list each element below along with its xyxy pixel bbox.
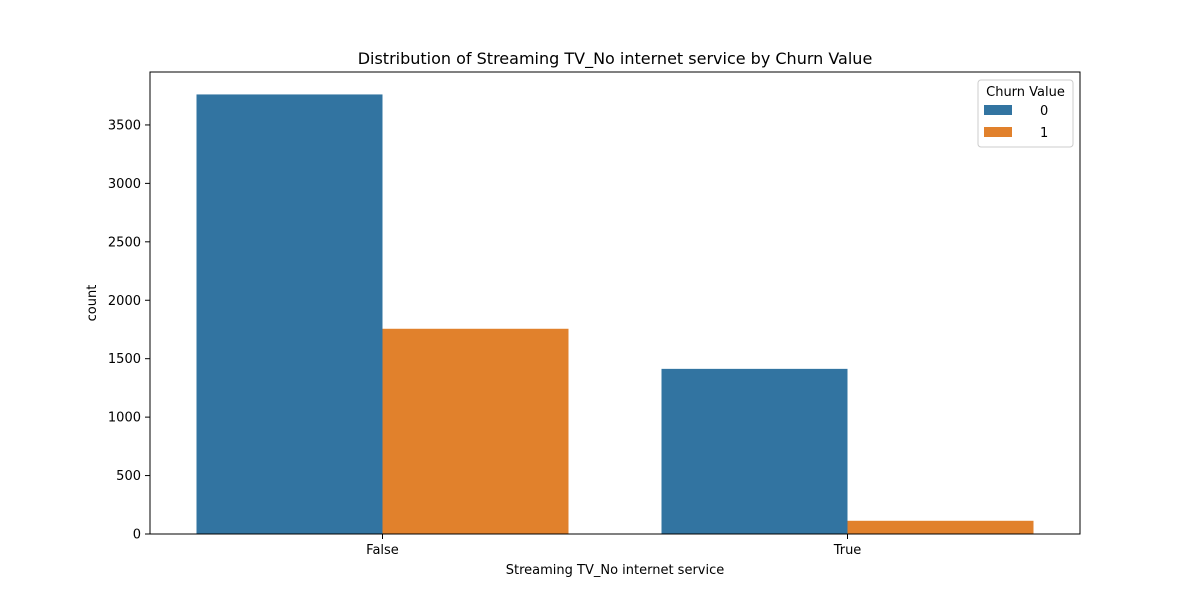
bar-true-churn-0 xyxy=(661,368,848,534)
y-tick-label: 3500 xyxy=(108,118,141,133)
plot-frame xyxy=(149,71,1081,535)
y-axis: 0 500 1000 1500 2000 2500 3000 3500 xyxy=(108,118,150,543)
legend-label-1: 1 xyxy=(1040,126,1048,141)
x-tick-label: True xyxy=(833,543,862,558)
legend: Churn Value 0 1 xyxy=(977,79,1074,148)
bars-group xyxy=(196,94,1034,534)
legend-label-0: 0 xyxy=(1040,104,1048,119)
x-axis-label: Streaming TV_No internet service xyxy=(506,563,725,578)
y-tick-label: 0 xyxy=(133,528,141,543)
y-tick-label: 1500 xyxy=(108,352,141,367)
bar-false-churn-0 xyxy=(196,94,383,534)
y-tick-label: 500 xyxy=(116,469,141,484)
legend-title: Churn Value xyxy=(986,85,1065,100)
bar-true-churn-1 xyxy=(847,520,1034,534)
legend-swatch-1 xyxy=(984,127,1012,137)
x-axis: False True xyxy=(366,534,861,558)
y-tick-label: 2000 xyxy=(108,294,141,309)
legend-swatch-0 xyxy=(984,105,1012,115)
y-tick-label: 3000 xyxy=(108,177,141,192)
chart-title: Distribution of Streaming TV_No internet… xyxy=(358,49,873,69)
x-tick-label: False xyxy=(366,543,399,558)
y-axis-label: count xyxy=(85,285,100,322)
bar-false-churn-1 xyxy=(382,328,569,534)
y-tick-label: 1000 xyxy=(108,411,141,426)
y-tick-label: 2500 xyxy=(108,235,141,250)
